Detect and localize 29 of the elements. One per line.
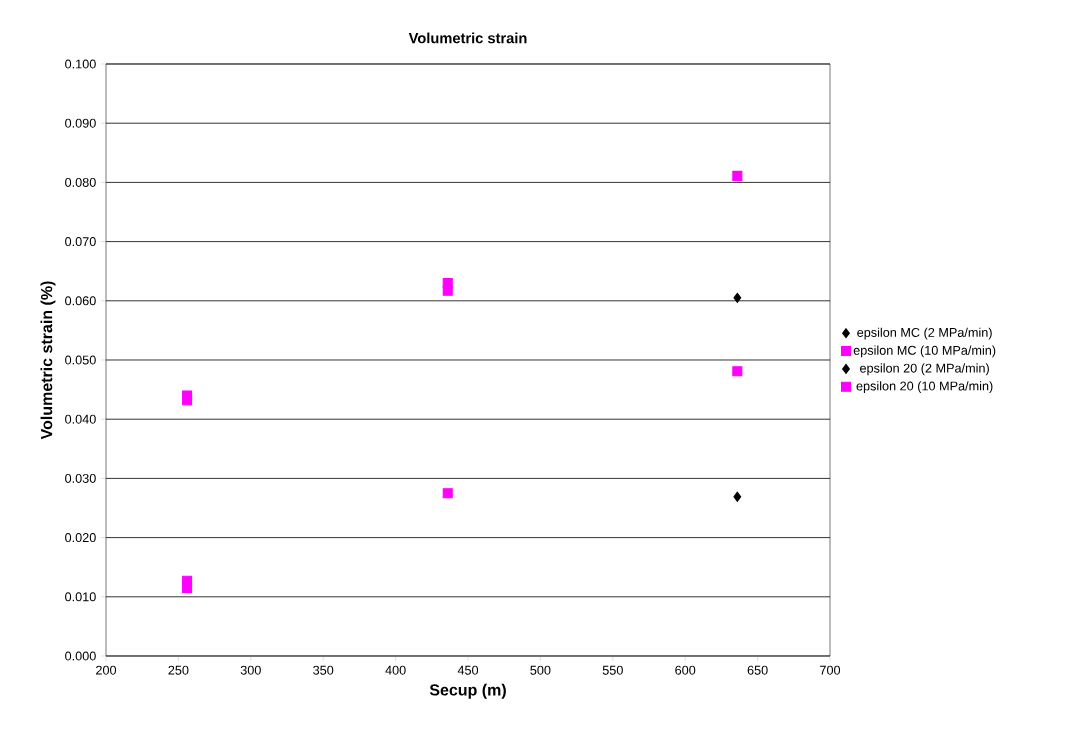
y-tick-label: 0.070 bbox=[65, 237, 96, 247]
y-tick-label: 0.040 bbox=[65, 414, 96, 424]
y-tick-label: 0.090 bbox=[65, 118, 96, 128]
legend-label: epsilon MC (2 MPa/min) bbox=[857, 327, 992, 340]
x-tick-label: 350 bbox=[313, 665, 334, 675]
x-tick-label: 700 bbox=[820, 665, 841, 675]
legend-label: epsilon 20 (10 MPa/min) bbox=[856, 381, 993, 393]
legend-label: epsilon 20 (2 MPa/min) bbox=[860, 363, 989, 376]
x-tick-label: 550 bbox=[602, 665, 623, 675]
chart-title: Volumetric strain bbox=[408, 32, 527, 44]
y-tick-label: 0.100 bbox=[65, 59, 96, 69]
x-tick-label: 450 bbox=[457, 665, 479, 675]
y-tick-label: 0.020 bbox=[65, 533, 96, 543]
x-tick-label: 500 bbox=[530, 665, 551, 675]
y-tick-label: 0.080 bbox=[65, 177, 96, 187]
x-tick-label: 600 bbox=[675, 665, 696, 675]
y-axis-title: Volumetric strain (%) bbox=[40, 281, 56, 440]
x-tick-label: 650 bbox=[747, 665, 768, 675]
x-tick-label: 400 bbox=[385, 665, 406, 675]
x-tick-label: 200 bbox=[96, 665, 117, 675]
x-tick-label: 300 bbox=[240, 665, 261, 675]
y-tick-label: 0.030 bbox=[65, 473, 96, 483]
legend-label: epsilon MC (10 MPa/min) bbox=[853, 345, 996, 358]
y-tick-label: 0.000 bbox=[65, 651, 96, 661]
x-axis-title: Secup (m) bbox=[429, 683, 506, 699]
y-tick-label: 0.010 bbox=[65, 592, 96, 602]
y-tick-label: 0.060 bbox=[65, 296, 96, 306]
y-tick-label: 0.050 bbox=[65, 355, 96, 365]
x-tick-label: 250 bbox=[168, 665, 189, 675]
